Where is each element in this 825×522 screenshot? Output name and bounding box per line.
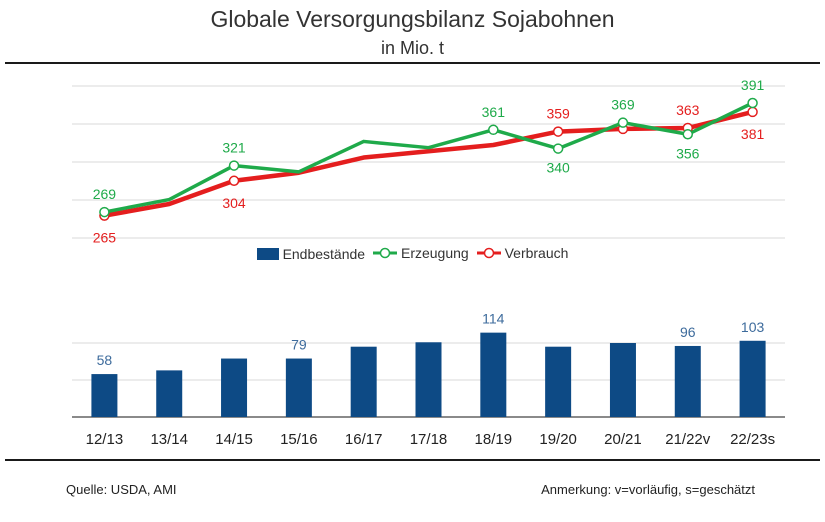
point-production [228, 160, 240, 171]
bottom-rule [5, 459, 820, 461]
remark-note: Anmerkung: v=vorläufig, s=geschätzt [541, 482, 755, 497]
point-production [552, 143, 564, 154]
data-label-production: 391 [741, 77, 765, 93]
data-label-consumption: 304 [222, 195, 246, 211]
bar-stocks [156, 370, 183, 417]
point-consumption [228, 175, 240, 187]
x-tick-label: 22/23s [730, 431, 775, 448]
bar-stocks [350, 346, 377, 417]
legend-item-production: Erzeugung [372, 245, 469, 261]
legend-swatch-stocks [256, 248, 279, 260]
data-label-consumption: 363 [676, 102, 700, 118]
data-label-production: 340 [546, 160, 570, 176]
bar-label-stocks: 96 [680, 324, 696, 340]
data-label-consumption: 265 [93, 230, 117, 246]
data-label-production: 361 [482, 104, 506, 120]
point-production [747, 97, 758, 109]
x-tick-label: 14/15 [215, 431, 253, 448]
legend-label-consumption: Verbrauch [504, 245, 569, 261]
point-production [488, 124, 499, 136]
legend-label-stocks: Endbestände [282, 246, 366, 262]
data-label-production: 269 [93, 186, 117, 202]
legend-swatch-consumption [476, 247, 501, 259]
legend-item-stocks: Endbestände [256, 246, 366, 262]
bar-stocks [480, 332, 507, 417]
x-tick-label: 18/19 [475, 431, 513, 448]
bar-stocks [415, 342, 442, 417]
bar-label-stocks: 58 [97, 352, 113, 368]
bar-stocks [739, 340, 766, 417]
bar-stocks [609, 343, 636, 417]
data-label-production: 369 [611, 97, 635, 113]
bar-label-stocks: 114 [482, 311, 505, 327]
data-label-consumption: 359 [546, 106, 570, 122]
legend-item-consumption: Verbrauch [476, 245, 569, 261]
point-production [99, 206, 110, 218]
data-label-production: 356 [676, 145, 700, 161]
x-tick-label: 17/18 [410, 431, 448, 448]
x-tick-label: 13/14 [150, 431, 188, 448]
bar-stocks [221, 358, 248, 417]
x-tick-label: 19/20 [539, 431, 577, 448]
bar-stocks [674, 345, 701, 417]
legend-swatch-production [372, 247, 397, 259]
point-consumption [747, 106, 758, 118]
data-label-production: 321 [222, 140, 246, 156]
chart-title: Globale Versorgungsbilanz Sojabohnen [210, 6, 615, 32]
x-tick-label: 12/13 [86, 431, 124, 448]
bar-stocks [545, 346, 572, 417]
top-rule [5, 62, 820, 64]
bar-stocks [285, 358, 312, 417]
point-production [617, 117, 629, 128]
x-tick-label: 21/22v [665, 431, 711, 448]
source-note: Quelle: USDA, AMI [66, 482, 177, 497]
point-consumption [552, 126, 564, 137]
bar-label-stocks: 79 [291, 337, 307, 353]
series-line-production [104, 101, 754, 214]
chart-subtitle: in Mio. t [380, 38, 445, 58]
series-line-consumption [104, 109, 754, 218]
point-production [682, 129, 694, 140]
x-tick-label: 15/16 [280, 431, 318, 448]
bar-stocks [91, 374, 118, 417]
x-tick-label: 16/17 [345, 431, 383, 448]
x-tick-label: 20/21 [604, 431, 642, 448]
bar-label-stocks: 103 [741, 319, 765, 335]
legend-label-production: Erzeugung [400, 245, 469, 261]
legend: Endbestände Erzeugung Verbrauch [0, 245, 825, 263]
data-label-consumption: 381 [741, 126, 765, 142]
